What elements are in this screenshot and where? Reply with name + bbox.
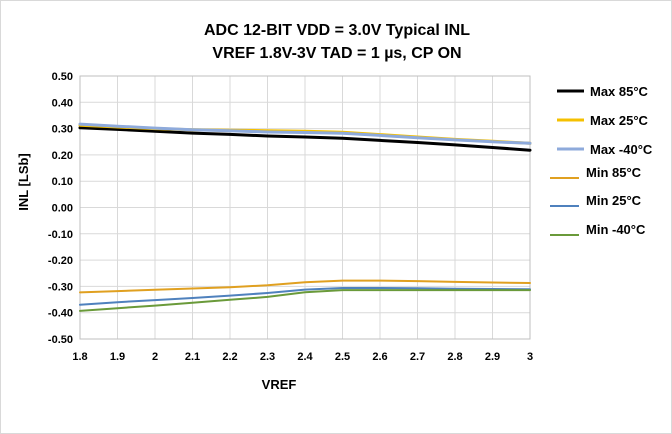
y-axis-title: INL [LSb] bbox=[16, 153, 31, 211]
series-line-4 bbox=[79, 287, 531, 306]
x-axis-title: VREF bbox=[262, 377, 297, 392]
series-line-3 bbox=[79, 279, 531, 294]
series-line-0 bbox=[78, 126, 532, 152]
x-tick-label: 2.7 bbox=[410, 351, 425, 363]
x-tick-label: 2.2 bbox=[222, 351, 237, 363]
y-tick-label: -0.20 bbox=[48, 255, 73, 267]
legend-label-3: Min 85°C bbox=[586, 165, 642, 180]
x-tick-label: 1.9 bbox=[110, 351, 125, 363]
legend-label-4: Min 25°C bbox=[586, 193, 642, 208]
grid bbox=[79, 75, 531, 340]
axes: 0.50 0.40 0.30 0.20 0.10 0.00 -0.10 -0.20 -0.30 -… bbox=[48, 71, 533, 363]
y-tick-label: 0.50 bbox=[52, 71, 73, 83]
y-tick-label: 0.20 bbox=[52, 150, 73, 162]
y-tick-label: 0.10 bbox=[52, 176, 73, 188]
legend-label-0: Max 85°C bbox=[590, 84, 649, 99]
x-tick-label: 1.8 bbox=[72, 351, 87, 363]
series-lines bbox=[78, 122, 532, 312]
y-tick-label: -0.10 bbox=[48, 229, 73, 241]
legend-label-1: Max 25°C bbox=[590, 113, 649, 128]
series-line-2 bbox=[78, 122, 532, 145]
x-tick-label: 2.5 bbox=[335, 351, 350, 363]
x-tick-label: 3 bbox=[527, 351, 533, 363]
y-tick-label: 0.00 bbox=[52, 203, 73, 215]
x-tick-label: 2.3 bbox=[260, 351, 275, 363]
series-line-5 bbox=[79, 289, 531, 312]
x-tick-label: 2 bbox=[152, 351, 158, 363]
plot-area-border bbox=[79, 75, 531, 340]
y-tick-label: 0.30 bbox=[52, 124, 73, 136]
legend: Max 85°C Max 25°C Max -40°C Min 85°C Min 25°… bbox=[550, 84, 653, 237]
x-tick-label: 2.6 bbox=[372, 351, 387, 363]
y-tick-label: -0.40 bbox=[48, 308, 73, 320]
legend-label-5: Min -40°C bbox=[586, 222, 646, 237]
y-tick-label: -0.50 bbox=[48, 334, 73, 346]
chart-title: ADC 12-BIT VDD = 3.0V Typical INL bbox=[204, 22, 470, 39]
legend-label-2: Max -40°C bbox=[590, 142, 653, 157]
chart-subtitle: VREF 1.8V-3V TAD = 1 µs, CP ON bbox=[212, 45, 461, 62]
x-tick-label: 2.8 bbox=[447, 351, 462, 363]
y-tick-label: 0.40 bbox=[52, 97, 73, 109]
x-tick-label: 2.9 bbox=[485, 351, 500, 363]
x-tick-label: 2.4 bbox=[297, 351, 313, 363]
y-tick-label: -0.30 bbox=[48, 281, 73, 293]
x-tick-label: 2.1 bbox=[185, 351, 200, 363]
